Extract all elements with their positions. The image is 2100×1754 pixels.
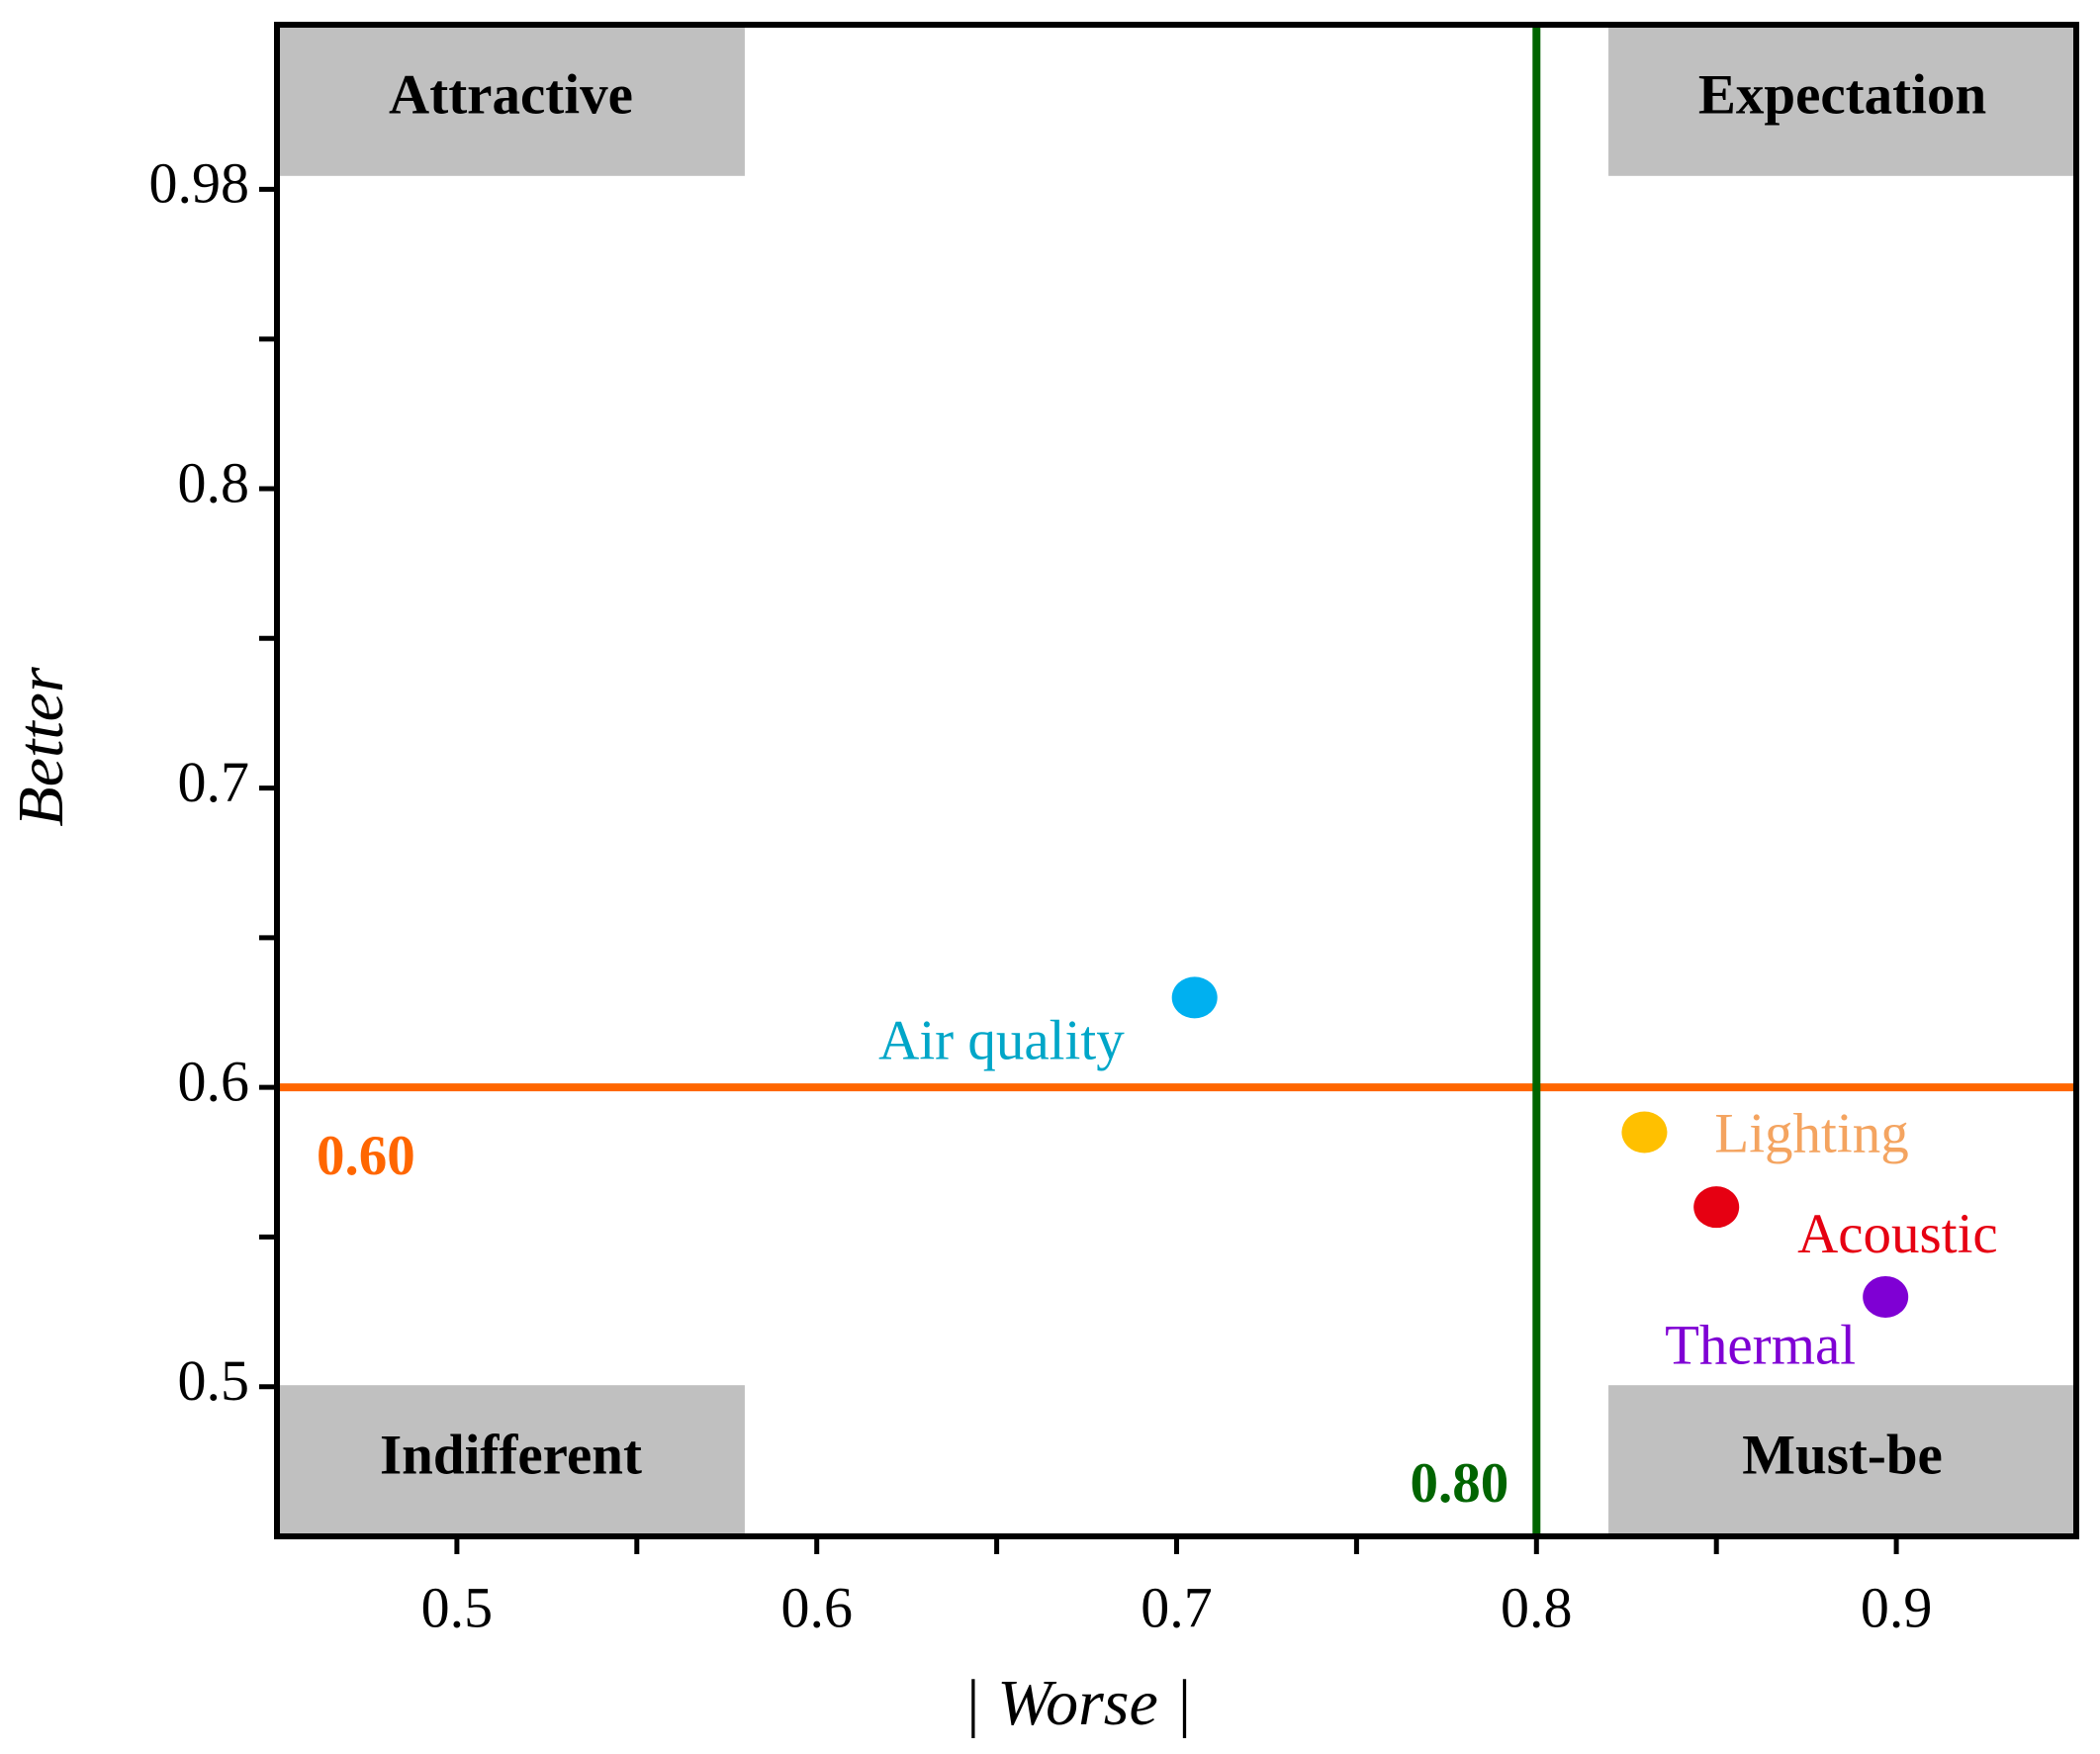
quadrant-label: Must-be [1742,1425,1943,1487]
quadrant-label: Indifferent [380,1425,642,1487]
point-label: Acoustic [1797,1203,1998,1265]
y-tick-label: 0.5 [178,1348,250,1413]
point-label: Air quality [878,1010,1125,1072]
quadrant-box [1608,25,2076,176]
x-tick-label: 0.9 [1861,1575,1933,1639]
x-tick-label: 0.5 [421,1575,494,1639]
quadrant-label: Attractive [389,63,633,126]
reference-label: 0.80 [1411,1452,1509,1515]
data-point [1693,1186,1740,1229]
x-tick-label: 0.8 [1501,1575,1573,1639]
data-point [1171,976,1218,1019]
y-tick-label: 0.6 [178,1049,250,1113]
data-point [1863,1275,1909,1318]
point-label: Lighting [1714,1102,1908,1164]
y-tick-label: 0.98 [149,151,250,216]
y-tick-label: 0.7 [178,750,250,814]
y-tick-label: 0.8 [178,450,250,514]
y-axis-title: Better [5,667,77,827]
quadrant-box [277,1385,745,1536]
quadrant-label: Expectation [1698,63,1986,126]
x-tick-label: 0.6 [780,1575,853,1639]
x-tick-label: 0.7 [1141,1575,1213,1639]
reference-label: 0.60 [317,1125,415,1187]
quadrant-box [1608,1385,2076,1536]
x-axis-title: | Worse | [963,1667,1193,1739]
plot-frame [274,22,2079,1539]
data-point [1621,1111,1668,1154]
point-label: Thermal [1665,1315,1856,1377]
quadrant-box [277,25,745,176]
